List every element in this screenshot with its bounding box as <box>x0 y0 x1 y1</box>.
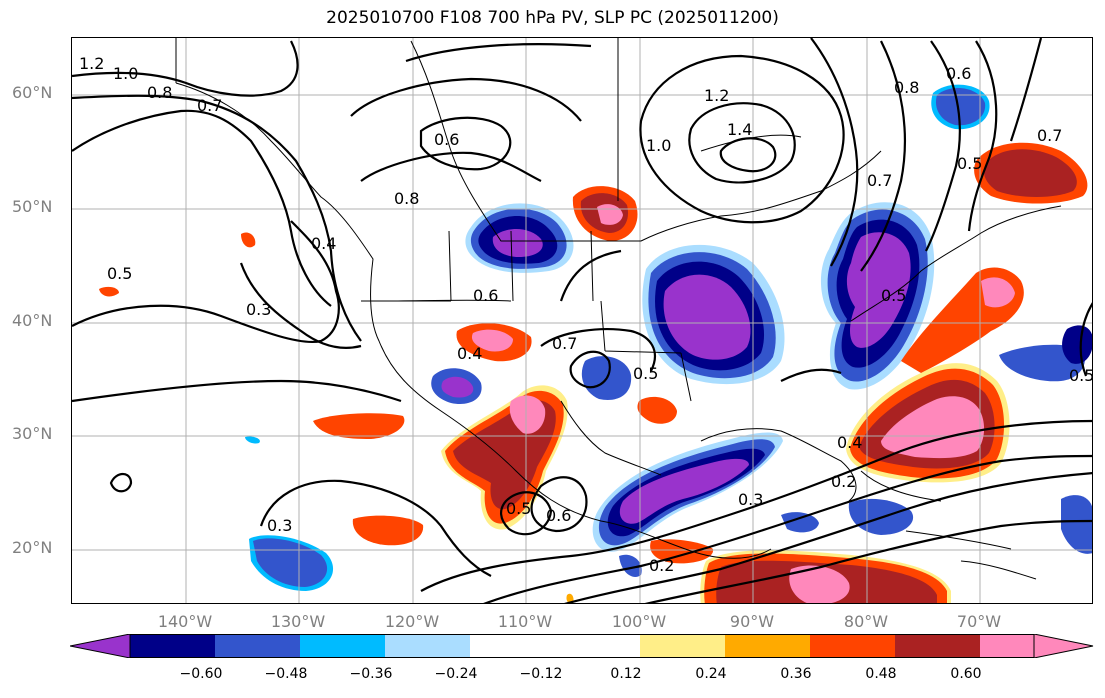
map-panel: 1.2 1.0 0.8 0.7 0.6 0.8 0.5 0.4 0.3 1.2 … <box>71 37 1093 604</box>
contour-label: 0.5 <box>1069 366 1093 385</box>
contour-labels: 1.2 1.0 0.8 0.7 0.6 0.8 0.5 0.4 0.3 1.2 … <box>79 54 1093 575</box>
colorbar-tick: 0.48 <box>865 666 897 682</box>
neg-blob-north-plains <box>465 203 574 273</box>
contour-label: 0.5 <box>957 154 982 173</box>
page-title: 2025010700 F108 700 hPa PV, SLP PC (2025… <box>326 8 779 28</box>
colorbar-segment <box>470 634 640 658</box>
contour-label: 1.2 <box>704 86 729 105</box>
lon-label-120w: 120°W <box>384 612 440 631</box>
pv-slp-map: 1.2 1.0 0.8 0.7 0.6 0.8 0.5 0.4 0.3 1.2 … <box>72 38 1093 603</box>
colorbar-segment <box>130 634 215 658</box>
contour-label: 0.6 <box>473 286 498 305</box>
pv-shading <box>99 84 1092 603</box>
colorbar-tick: −0.48 <box>264 666 308 682</box>
colorbar-tick: 0.36 <box>780 666 812 682</box>
contour-label: 0.7 <box>197 96 222 115</box>
pos-small-blobs <box>99 232 677 603</box>
pos-blob-canada <box>572 142 1088 241</box>
contour-label: 0.5 <box>107 264 132 283</box>
contour-label: 1.0 <box>646 136 671 155</box>
contour-label: 1.4 <box>727 120 752 139</box>
slp-contours <box>72 38 1092 603</box>
contour-label: 0.7 <box>1037 126 1062 145</box>
colorbar-segment <box>810 634 895 658</box>
contour-label: 0.3 <box>246 300 271 319</box>
contour-label: 0.3 <box>738 490 763 509</box>
neg-blob-central-us <box>642 244 785 385</box>
contour-label: 0.8 <box>894 78 919 97</box>
coastlines <box>175 38 1062 580</box>
pos-blob-atlantic <box>846 267 1024 483</box>
colorbar-tick: −0.36 <box>349 666 393 682</box>
contour-label: 0.4 <box>457 344 482 363</box>
contour-label: 0.8 <box>394 189 419 208</box>
lat-label-50n: 50°N <box>12 197 53 216</box>
colorbar-tick: 0.24 <box>695 666 727 682</box>
colorbar-segment <box>640 634 725 658</box>
contour-label: 0.2 <box>649 556 674 575</box>
lon-label-100w: 100°W <box>611 612 667 631</box>
contour-label: 1.2 <box>79 54 104 73</box>
lon-label-130w: 130°W <box>270 612 326 631</box>
colorbar-segment <box>980 634 1034 658</box>
lat-label-60n: 60°N <box>12 83 53 102</box>
lon-label-90w: 90°W <box>729 612 775 631</box>
colorbar-tick: −0.24 <box>434 666 478 682</box>
colorbar-tick: −0.12 <box>519 666 563 682</box>
lon-label-140w: 140°W <box>157 612 213 631</box>
contour-label: 0.6 <box>434 130 459 149</box>
neg-blob-east <box>820 202 935 390</box>
contour-label: 0.5 <box>633 364 658 383</box>
lat-label-20n: 20°N <box>12 538 53 557</box>
lat-label-30n: 30°N <box>12 424 53 443</box>
contour-label: 0.3 <box>267 516 292 535</box>
colorbar-low-extend <box>70 634 131 658</box>
contour-label: 0.5 <box>506 499 531 518</box>
lon-label-70w: 70°W <box>956 612 1002 631</box>
contour-label: 0.8 <box>147 83 172 102</box>
colorbar <box>70 634 1094 658</box>
contour-label: 0.6 <box>546 506 571 525</box>
contour-label: 0.4 <box>837 433 862 452</box>
colorbar-tick: 0.12 <box>610 666 642 682</box>
colorbar-tick: 0.60 <box>950 666 982 682</box>
pos-blob-caribbean <box>650 539 951 603</box>
contour-label: 0.6 <box>946 64 971 83</box>
lon-label-80w: 80°W <box>843 612 889 631</box>
contour-label: 0.7 <box>867 171 892 190</box>
colorbar-segment <box>725 634 810 658</box>
colorbar-high-extend <box>1033 634 1094 658</box>
contour-label: 0.4 <box>311 234 336 253</box>
lat-label-40n: 40°N <box>12 311 53 330</box>
contour-label: 0.2 <box>831 472 856 491</box>
colorbar-segment <box>895 634 980 658</box>
neg-band-gulf <box>592 432 783 552</box>
contour-label: 0.5 <box>881 286 906 305</box>
colorbar-tick: −0.60 <box>179 666 223 682</box>
lon-label-110w: 110°W <box>497 612 553 631</box>
colorbar-segment <box>215 634 300 658</box>
colorbar-segment <box>385 634 470 658</box>
colorbar-segment <box>300 634 385 658</box>
contour-label: 0.7 <box>552 334 577 353</box>
contour-label: 1.0 <box>113 64 138 83</box>
